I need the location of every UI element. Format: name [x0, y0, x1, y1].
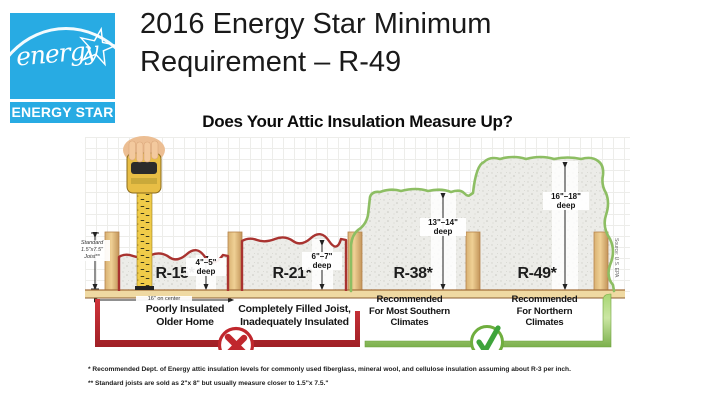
logo-arc-shape [10, 27, 115, 99]
joist-note: Standard 1.5"x7.5" Joist** [74, 240, 110, 262]
energy-star-wordmark: ENERGY STAR [10, 102, 115, 123]
r15-depth-label: 4"–5" deep [186, 258, 226, 277]
caption-poorly-insulated: Poorly Insulated Older Home [145, 303, 225, 328]
r38-label: R-38* [393, 265, 433, 282]
r49-label: R-49* [517, 265, 557, 282]
check-icon [470, 325, 504, 350]
insulation-outline-green [349, 155, 616, 293]
caption-completely-filled: Completely Filled Joist, Inadequately In… [238, 303, 351, 328]
r21-depth-label: 6"–7" deep [302, 252, 342, 271]
joist [593, 231, 609, 292]
page-title-line1: 2016 Energy Star Minimum [140, 8, 492, 40]
footnote-2: ** Standard joists are sold as 2"x 8" bu… [88, 380, 329, 387]
caption-northern-climates: Recommended For Northern Climates [511, 294, 578, 329]
green-ribbon [364, 293, 612, 348]
star-icon: ☆ [68, 13, 115, 81]
footnote-1: * Recommended Dept. of Energy attic insu… [88, 366, 571, 373]
page-title: 2016 Energy Star Minimum Requirement – R… [140, 6, 491, 81]
measuring-tape [123, 136, 165, 290]
chart-heading: Does Your Attic Insulation Measure Up? [202, 112, 513, 131]
source-note: Source: U.S. EPA [613, 238, 619, 278]
on-center-note: 16" on center [136, 296, 192, 304]
page-title-line2: Requirement – R-49 [140, 45, 402, 78]
caption-southern-climates: Recommended For Most Southern Climates [368, 294, 451, 329]
tape-hook [135, 286, 154, 290]
r15-label: R-15* [155, 265, 195, 282]
joist [227, 231, 243, 292]
r49-depth-label: 16"–18" deep [543, 192, 589, 211]
energy-star-logo-mark: energy ☆ [10, 13, 115, 99]
fingers [128, 140, 159, 163]
x-icon [217, 326, 255, 350]
red-ribbon [95, 299, 360, 347]
joist [465, 231, 481, 292]
energy-star-logo: energy ☆ ENERGY STAR [10, 13, 115, 123]
r38-depth-label: 13"–14" deep [420, 218, 466, 237]
insulation-mound-r38-r49 [351, 157, 614, 291]
